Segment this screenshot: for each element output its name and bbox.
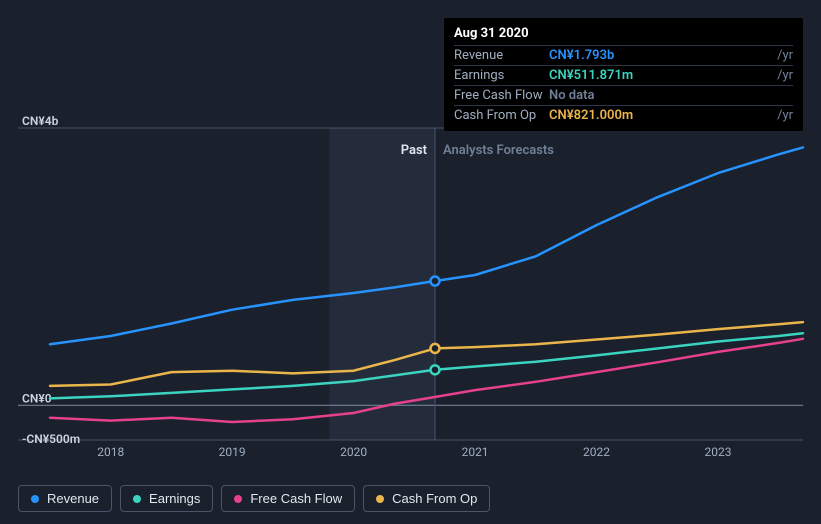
legend-item-label: Revenue <box>47 491 99 506</box>
tooltip-row-label: Revenue <box>454 46 549 66</box>
svg-text:2018: 2018 <box>97 445 124 459</box>
tooltip-row-value: CN¥821.000m <box>549 106 773 126</box>
legend-dot-icon <box>133 495 141 503</box>
tooltip-row: EarningsCN¥511.871m/yr <box>454 66 793 86</box>
svg-text:2020: 2020 <box>340 445 367 459</box>
tooltip-table: RevenueCN¥1.793b/yrEarningsCN¥511.871m/y… <box>454 45 793 125</box>
legend-item-label: Cash From Op <box>392 491 477 506</box>
tooltip-row-value: CN¥511.871m <box>549 66 773 86</box>
svg-text:2023: 2023 <box>704 445 731 459</box>
legend-item-label: Earnings <box>149 491 200 506</box>
legend-item-free-cash-flow[interactable]: Free Cash Flow <box>221 485 355 512</box>
tooltip-row-value: No data <box>549 86 773 106</box>
tooltip-row-label: Earnings <box>454 66 549 86</box>
tooltip-row-label: Free Cash Flow <box>454 86 549 106</box>
tooltip-row: Cash From OpCN¥821.000m/yr <box>454 106 793 126</box>
legend-dot-icon <box>234 495 242 503</box>
tooltip-row-label: Cash From Op <box>454 106 549 126</box>
svg-text:2021: 2021 <box>462 445 489 459</box>
chart-legend: Revenue Earnings Free Cash Flow Cash From O… <box>18 485 490 512</box>
tooltip-row: Free Cash FlowNo data <box>454 86 793 106</box>
financial-chart: -CN¥500m CN¥0 CN¥4b 2018 2019 2020 2021 2022 202… <box>18 0 803 524</box>
svg-text:2019: 2019 <box>219 445 246 459</box>
tooltip-row: RevenueCN¥1.793b/yr <box>454 46 793 66</box>
legend-item-revenue[interactable]: Revenue <box>18 485 112 512</box>
tooltip-date: Aug 31 2020 <box>454 24 793 45</box>
legend-item-cash-from-op[interactable]: Cash From Op <box>363 485 490 512</box>
tooltip-row-unit <box>773 86 793 106</box>
tooltip-row-unit: /yr <box>773 106 793 126</box>
svg-text:CN¥0: CN¥0 <box>22 391 52 405</box>
legend-dot-icon <box>376 495 384 503</box>
chart-tooltip: Aug 31 2020 RevenueCN¥1.793b/yrEarningsC… <box>444 18 803 131</box>
svg-text:-CN¥500m: -CN¥500m <box>22 432 80 446</box>
tooltip-row-unit: /yr <box>773 46 793 66</box>
legend-item-label: Free Cash Flow <box>250 491 342 506</box>
legend-dot-icon <box>31 495 39 503</box>
svg-text:2022: 2022 <box>583 445 610 459</box>
svg-text:Past: Past <box>401 143 428 158</box>
svg-text:Analysts Forecasts: Analysts Forecasts <box>443 143 554 158</box>
tooltip-row-value: CN¥1.793b <box>549 46 773 66</box>
tooltip-row-unit: /yr <box>773 66 793 86</box>
legend-item-earnings[interactable]: Earnings <box>120 485 213 512</box>
svg-text:CN¥4b: CN¥4b <box>22 114 59 128</box>
